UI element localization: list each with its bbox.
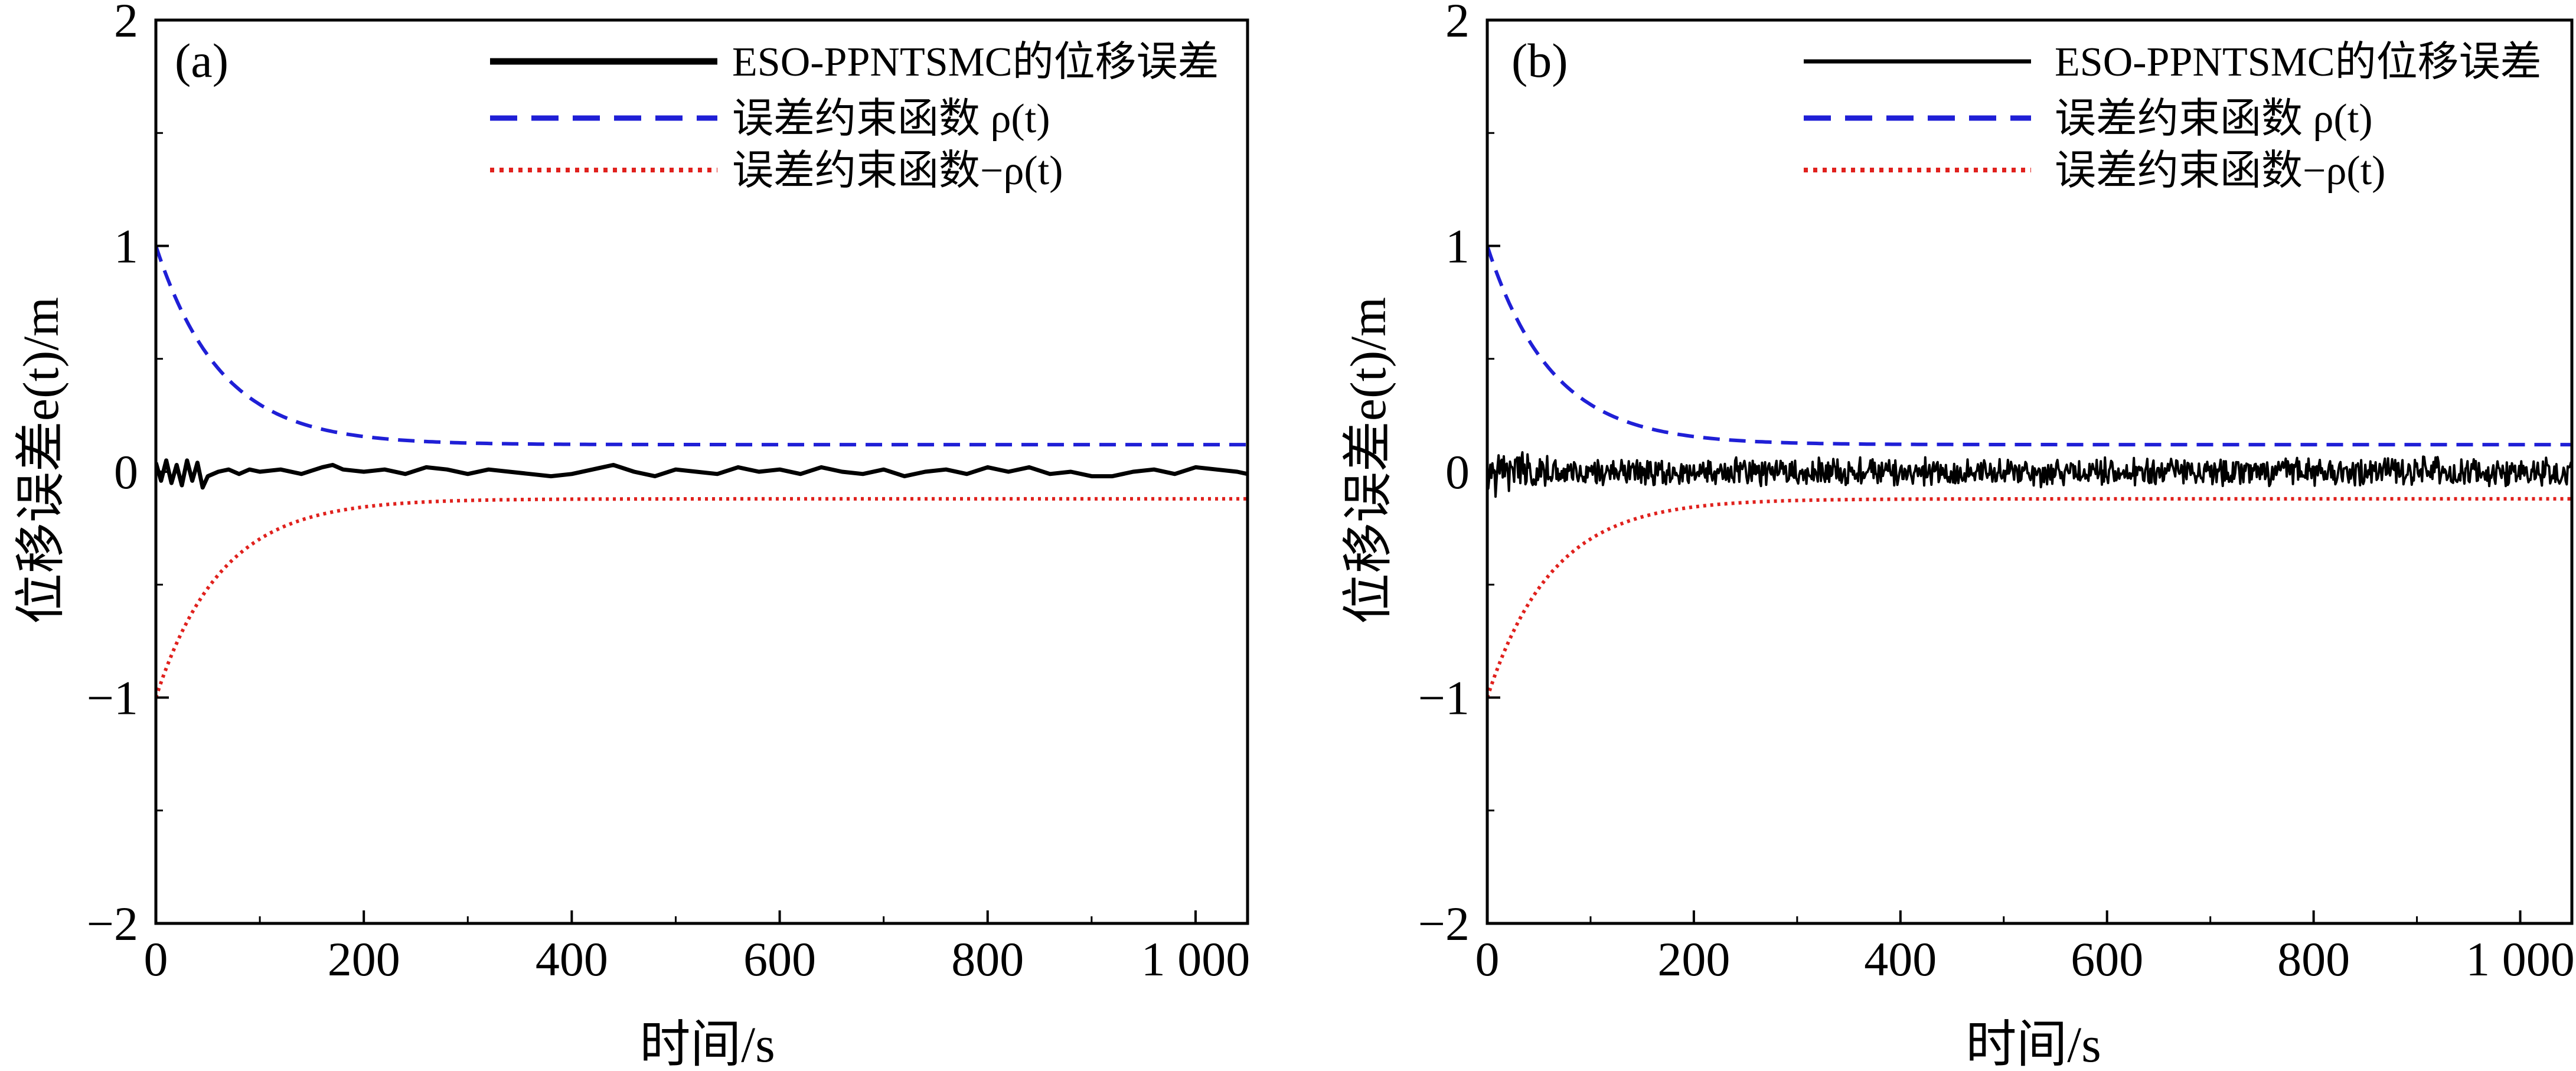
series-line-rho bbox=[1487, 245, 2572, 447]
x-tick-label: 600 bbox=[2071, 932, 2143, 986]
y-tick-label: 0 bbox=[1445, 445, 1470, 499]
legend-label-neg-rho: 误差约束函数−ρ(t) bbox=[732, 148, 1063, 194]
legend-label-rho: 误差约束函数 ρ(t) bbox=[2055, 96, 2373, 142]
ticks-layer: 0 200 400 600 800 1 000 −2 −1 0 1 2 bbox=[87, 0, 1250, 986]
x-tick-label: 400 bbox=[536, 932, 608, 986]
series-line-displacement-error bbox=[1487, 451, 2572, 498]
x-tick-label: 0 bbox=[1475, 932, 1500, 986]
series-line-neg-rho bbox=[156, 497, 1248, 698]
x-tick-label: 200 bbox=[1657, 932, 1730, 986]
y-tick-label: −1 bbox=[1418, 671, 1470, 725]
y-tick-label: 0 bbox=[114, 445, 138, 499]
y-tick-label: 2 bbox=[114, 0, 138, 47]
y-tick-label: −1 bbox=[87, 671, 138, 725]
y-axis-title: 位移误差e(t)/m bbox=[1340, 297, 1396, 624]
y-tick-label: −2 bbox=[1418, 897, 1470, 951]
series-line-neg-rho bbox=[1487, 497, 2572, 698]
x-tick-label: 800 bbox=[951, 932, 1024, 986]
ticks-layer: 0 200 400 600 800 1 000 −2 −1 0 1 2 bbox=[1418, 0, 2575, 986]
x-tick-label: 800 bbox=[2277, 932, 2350, 986]
y-axis-title: 位移误差e(t)/m bbox=[12, 297, 69, 624]
y-tick-label: 2 bbox=[1445, 0, 1470, 47]
x-axis-title: 时间/s bbox=[1966, 1016, 2101, 1071]
y-tick-label: 1 bbox=[114, 220, 138, 273]
plot-layer bbox=[1487, 245, 2572, 698]
panel-b: 位移误差e(t)/m 时间/s 0 200 400 600 800 1 000 −2 −1 0 1… bbox=[1340, 0, 2575, 1071]
x-tick-label: 0 bbox=[144, 932, 168, 986]
x-tick-label: 200 bbox=[328, 932, 400, 986]
x-tick-label: 400 bbox=[1864, 932, 1937, 986]
legend-label-rho: 误差约束函数 ρ(t) bbox=[732, 96, 1050, 142]
plot-layer bbox=[156, 245, 1248, 698]
y-tick-label: −2 bbox=[87, 897, 138, 951]
legend: ESO-PPNTSMC的位移误差 误差约束函数 ρ(t) 误差约束函数−ρ(t) bbox=[490, 40, 1219, 194]
x-tick-label: 1 000 bbox=[1141, 932, 1251, 986]
panel-label: (a) bbox=[175, 34, 228, 87]
legend-label-displacement-error: ESO-PPNTSMC的位移误差 bbox=[732, 40, 1219, 85]
legend: ESO-PPNTSMC的位移误差 误差约束函数 ρ(t) 误差约束函数−ρ(t) bbox=[1804, 40, 2542, 194]
panel-label: (b) bbox=[1511, 34, 1568, 87]
legend-label-neg-rho: 误差约束函数−ρ(t) bbox=[2055, 148, 2385, 194]
panel-a: 位移误差e(t)/m 时间/s 0 200 400 600 800 1 000 −2 −1 0 1… bbox=[12, 0, 1250, 1071]
legend-label-displacement-error: ESO-PPNTSMC的位移误差 bbox=[2055, 40, 2542, 85]
x-axis-title: 时间/s bbox=[639, 1016, 775, 1071]
series-line-displacement-error bbox=[156, 458, 1248, 490]
series-line-rho bbox=[156, 245, 1248, 447]
x-tick-label: 600 bbox=[743, 932, 816, 986]
y-tick-label: 1 bbox=[1445, 220, 1470, 273]
x-tick-label: 1 000 bbox=[2466, 932, 2575, 986]
